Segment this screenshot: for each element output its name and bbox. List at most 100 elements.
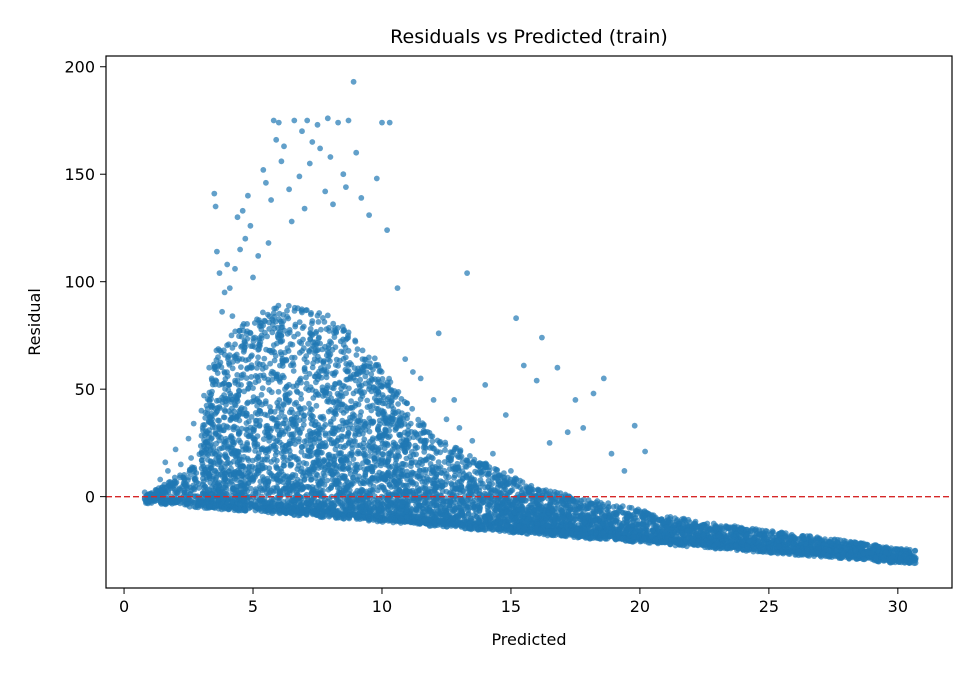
- scatter-point: [249, 343, 256, 349]
- scatter-point: [246, 380, 253, 387]
- scatter-point: [405, 423, 412, 429]
- scatter-point: [285, 302, 292, 309]
- scatter-point: [527, 502, 533, 509]
- scatter-point: [254, 433, 261, 439]
- scatter-point: [291, 414, 298, 421]
- scatter-point: [229, 345, 236, 351]
- scatter-point: [275, 302, 282, 309]
- scatter-point: [356, 383, 363, 390]
- scatter-point: [325, 363, 332, 370]
- scatter-point: [230, 424, 237, 431]
- scatter-point: [284, 307, 290, 314]
- scatter-point: [456, 472, 463, 478]
- scatter-point: [387, 433, 393, 439]
- scatter-point: [361, 436, 368, 443]
- scatter-point: [342, 354, 349, 361]
- scatter-point: [333, 356, 340, 363]
- scatter-point: [335, 362, 341, 369]
- scatter-point: [267, 499, 273, 505]
- scatter-point: [593, 499, 599, 506]
- scatter-point: [332, 380, 338, 387]
- scatter-point: [267, 360, 273, 367]
- scatter-point: [395, 401, 401, 407]
- scatter-point: [287, 461, 294, 468]
- scatter-point: [304, 359, 310, 366]
- scatter-point: [361, 446, 368, 453]
- scatter-point: [354, 442, 361, 449]
- scatter-point: [429, 438, 436, 445]
- scatter-point: [353, 352, 360, 358]
- scatter-point: [371, 395, 378, 402]
- scatter-point: [265, 311, 271, 318]
- scatter-point: [307, 311, 314, 318]
- scatter-point: [442, 447, 448, 453]
- scatter-point: [227, 434, 234, 440]
- scatter-point: [451, 503, 457, 510]
- scatter-point: [386, 509, 393, 516]
- scatter-point: [415, 416, 422, 423]
- scatter-point: [288, 406, 295, 413]
- scatter-point: [256, 422, 263, 429]
- scatter-point: [255, 377, 262, 384]
- scatter-point: [352, 438, 358, 444]
- scatter-point: [290, 368, 297, 374]
- scatter-point: [293, 388, 300, 394]
- scatter-point: [209, 435, 215, 441]
- scatter-point: [271, 305, 278, 312]
- scatter-point: [234, 372, 241, 378]
- scatter-point: [284, 491, 291, 497]
- scatter-point: [250, 385, 256, 391]
- scatter-point: [332, 446, 339, 453]
- scatter-point: [244, 440, 251, 446]
- scatter-point: [340, 382, 346, 389]
- scatter-point: [324, 477, 331, 484]
- scatter-point: [346, 460, 353, 467]
- scatter-point: [275, 388, 282, 395]
- scatter-point: [303, 353, 310, 359]
- scatter-point: [326, 328, 333, 334]
- scatter-point: [298, 448, 305, 455]
- scatter-point: [443, 471, 450, 477]
- scatter-point: [787, 533, 794, 539]
- scatter-point: [426, 522, 432, 528]
- scatter-point: [231, 408, 238, 415]
- scatter-point: [221, 414, 228, 421]
- scatter-point: [385, 403, 392, 409]
- chart-title: Residuals vs Predicted (train): [390, 26, 668, 48]
- scatter-point: [322, 343, 328, 350]
- scatter-point: [263, 346, 269, 353]
- scatter-point: [296, 417, 303, 423]
- scatter-point: [228, 465, 234, 472]
- scatter-point: [311, 356, 318, 362]
- scatter-point: [256, 450, 262, 457]
- scatter-point: [326, 353, 333, 359]
- scatter-point: [238, 382, 245, 388]
- scatter-point: [243, 375, 250, 381]
- scatter-point: [255, 461, 262, 468]
- scatter-point: [220, 396, 227, 403]
- scatter-point: [327, 358, 333, 364]
- scatter-point: [232, 402, 239, 409]
- scatter-point: [378, 462, 384, 469]
- scatter-point: [400, 482, 407, 489]
- scatter-point: [279, 372, 286, 379]
- scatter-point: [234, 377, 241, 384]
- scatter-point: [249, 352, 255, 359]
- scatter-point: [580, 496, 587, 503]
- scatter-point: [337, 443, 344, 450]
- scatter-point: [249, 398, 255, 405]
- scatter-point: [307, 405, 314, 412]
- scatter-point: [252, 373, 259, 379]
- scatter-point: [379, 383, 386, 389]
- scatter-point: [208, 396, 214, 402]
- scatter-point: [467, 453, 473, 459]
- scatter-point: [443, 488, 450, 495]
- scatter-point: [260, 309, 266, 316]
- scatter-point: [306, 400, 312, 407]
- scatter-point: [282, 395, 289, 402]
- scatter-point: [463, 457, 469, 463]
- scatter-point: [396, 431, 402, 438]
- scatter-point: [305, 340, 311, 347]
- scatter-point: [371, 493, 378, 499]
- scatter-point: [274, 494, 280, 501]
